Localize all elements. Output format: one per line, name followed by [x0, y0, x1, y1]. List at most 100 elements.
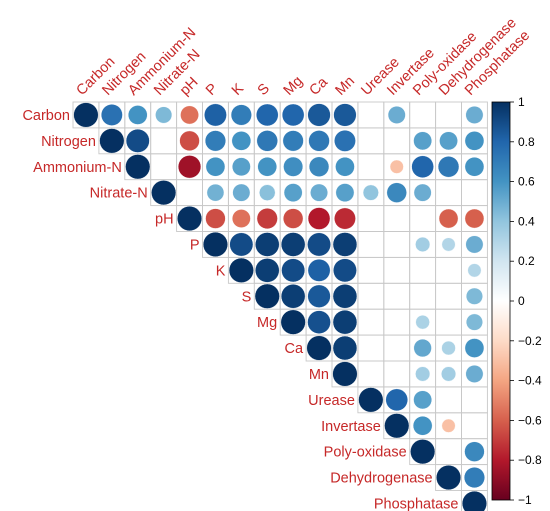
- grid-cell: [357, 101, 385, 129]
- correlation-circle-nitrate-n-poly-oxidase: [413, 183, 432, 202]
- correlation-circle-ammonium-n-mn: [335, 157, 355, 177]
- correlation-circle-nitrate-n-mn: [335, 183, 355, 202]
- grid: [72, 101, 488, 511]
- grid-cell: [150, 127, 178, 155]
- diagonal-label: Nitrogen: [41, 134, 96, 150]
- grid-cell: [383, 282, 411, 310]
- correlation-circle-ammonium-n-ca: [308, 156, 330, 177]
- correlation-circle-nitrate-n-nitrate-n: [151, 180, 177, 206]
- diagonal-label: P: [190, 237, 200, 253]
- correlation-circle-ph-p: [205, 208, 226, 229]
- legend-tick-label: 0.2: [518, 254, 535, 268]
- correlation-circle-carbon-ammonium-n: [128, 105, 148, 125]
- correlation-circle-nitrogen-nitrogen: [99, 128, 125, 154]
- correlation-circle-p-phosphatase: [465, 235, 484, 254]
- correlation-circles: [73, 102, 487, 511]
- correlation-circle-s-mg: [280, 284, 306, 309]
- legend-tick-label: 0.8: [518, 135, 535, 149]
- correlation-circle-nitrogen-phosphatase: [464, 131, 485, 151]
- correlation-circle-s-ca: [307, 284, 331, 308]
- correlation-circle-nitrogen-k: [231, 131, 252, 151]
- correlation-circle-ph-ph: [177, 206, 203, 232]
- diagonal-label: Phosphatase: [374, 496, 459, 511]
- correlation-circle-s-s: [254, 283, 280, 309]
- correlation-circle-ph-ca: [307, 207, 331, 230]
- correlation-circle-dehydrogenase-dehydrogenase: [436, 465, 462, 491]
- correlation-circle-ammonium-n-dehydrogenase: [437, 156, 460, 178]
- grid-cell: [357, 334, 385, 362]
- correlation-circle-carbon-mg: [281, 103, 305, 127]
- diagonal-label: Mg: [257, 315, 277, 331]
- diagonal-label: Poly-oxidase: [324, 445, 407, 461]
- correlation-circle-invertase-invertase: [384, 413, 410, 439]
- correlation-circle-p-mg: [280, 232, 306, 257]
- correlation-circle-nitrogen-ammonium-n: [125, 128, 150, 153]
- correlation-circle-k-mg: [281, 258, 306, 283]
- correlation-circle-carbon-phosphatase: [465, 106, 484, 124]
- correlation-circle-ammonium-n-mg: [283, 156, 304, 177]
- correlation-circle-ph-phosphatase: [464, 208, 485, 229]
- correlation-circle-nitrogen-p: [204, 130, 226, 152]
- correlation-circle-nitrate-n-invertase: [386, 182, 407, 203]
- correlation-circle-nitrogen-mg: [282, 130, 304, 152]
- correlation-circle-mn-phosphatase: [465, 365, 484, 383]
- diagonal-label: Ca: [285, 341, 304, 357]
- correlation-circle-ca-mn: [332, 335, 358, 361]
- top-label: K: [229, 80, 247, 98]
- correlation-circle-k-k: [228, 257, 254, 283]
- grid-cell: [383, 205, 411, 232]
- correlation-circle-mg-mn: [332, 309, 358, 335]
- correlation-circle-p-p: [202, 231, 228, 257]
- correlation-circle-nitrate-n-k: [232, 183, 251, 202]
- correlation-circle-mg-ca: [307, 310, 331, 334]
- correlation-circle-nitrate-n-s: [259, 184, 276, 201]
- correlation-circle-k-s: [255, 258, 280, 283]
- correlation-circle-poly-oxidase-poly-oxidase: [410, 439, 436, 465]
- correlation-circle-s-phosphatase: [466, 287, 483, 305]
- correlation-circle-carbon-s: [256, 103, 279, 127]
- grid-cell: [461, 490, 488, 511]
- correlation-circle-mg-mg: [280, 309, 306, 335]
- correlation-circle-nitrogen-dehydrogenase: [439, 131, 458, 151]
- diagonal-label: Dehydrogenase: [330, 471, 432, 487]
- correlation-circle-urease-poly-oxidase: [413, 390, 432, 410]
- diagonal-label: Carbon: [22, 108, 70, 124]
- correlation-circle-dehydrogenase-phosphatase: [463, 467, 485, 489]
- grid-cell: [461, 386, 488, 414]
- correlation-circle-ph-mn: [334, 207, 356, 230]
- correlation-circle-mn-dehydrogenase: [441, 366, 457, 382]
- top-label: S: [255, 81, 273, 99]
- correlation-circle-invertase-dehydrogenase: [441, 418, 456, 433]
- correlation-circle-nitrate-n-mg: [283, 183, 303, 202]
- color-legend-ticks: 1 0.8 0.6 0.4 0.2 0 −0.2 −0.4 −0.6 −0.8 −1: [510, 95, 542, 507]
- correlation-circle-p-poly-oxidase: [415, 236, 431, 252]
- grid-cell: [383, 127, 411, 155]
- diagonal-label: K: [216, 263, 226, 279]
- diagonal-label: S: [242, 289, 252, 305]
- color-legend: 1 0.8 0.6 0.4 0.2 0 −0.2 −0.4 −0.6 −0.8 −1: [491, 95, 542, 507]
- diagonal-label: pH: [155, 212, 174, 228]
- color-legend-bar: [491, 101, 511, 501]
- grid-cell: [357, 282, 385, 310]
- correlation-circle-carbon-carbon: [73, 102, 99, 128]
- grid-cell: [357, 308, 385, 336]
- grid-cell: [461, 412, 488, 440]
- grid-cell: [357, 127, 385, 155]
- correlation-circle-carbon-k: [230, 104, 252, 126]
- correlation-circle-carbon-ca: [307, 103, 331, 127]
- correlation-circle-ammonium-n-s: [257, 157, 277, 177]
- correlation-circle-ph-s: [256, 208, 278, 230]
- correlation-circle-ammonium-n-p: [205, 157, 226, 177]
- legend-tick-label: −0.8: [518, 453, 542, 467]
- top-label: Ca: [307, 74, 332, 99]
- correlation-circle-carbon-invertase: [387, 106, 406, 124]
- correlation-circle-ammonium-n-ammonium-n: [125, 154, 151, 180]
- grid-cell: [383, 308, 411, 336]
- grid-cell: [435, 308, 462, 336]
- grid-cell: [357, 153, 385, 181]
- correlation-circle-carbon-ph: [180, 105, 199, 125]
- grid-cell: [383, 256, 411, 284]
- diagonal-label: Urease: [308, 393, 355, 409]
- correlation-circle-nitrate-n-p: [206, 183, 225, 202]
- top-label: P: [203, 81, 221, 99]
